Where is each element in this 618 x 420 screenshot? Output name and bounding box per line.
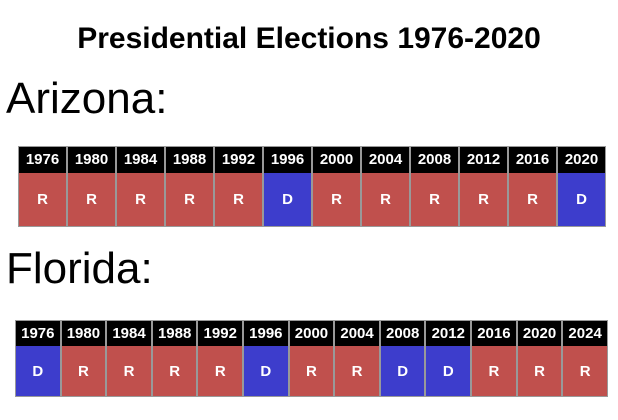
- column: 2004 R: [334, 320, 380, 397]
- state-name: Florida:: [6, 244, 153, 293]
- result-cell: R: [411, 173, 458, 226]
- year-header: 2004: [362, 147, 409, 173]
- year-header: 1984: [117, 147, 164, 173]
- year-header: 2000: [289, 321, 334, 346]
- column: 2016 R: [471, 320, 517, 397]
- year-header: 1996: [264, 147, 311, 173]
- result-cell: D: [558, 173, 605, 226]
- column: 2008 R: [410, 146, 459, 227]
- year-header: 1992: [198, 321, 243, 346]
- column: 1988 R: [151, 320, 198, 397]
- result-cell: R: [509, 173, 556, 226]
- result-cell: R: [107, 346, 151, 396]
- result-cell: R: [166, 173, 213, 226]
- year-header: 2020: [558, 147, 605, 173]
- title: Presidential Elections 1976-2020: [77, 22, 541, 55]
- column: 2024 R: [562, 320, 608, 397]
- results-table: 1976 R 1980 R 1984 R 1988 R 1992 R 1996 D 2000 R 2004 R…: [18, 146, 606, 227]
- state-name: Arizona:: [6, 74, 168, 123]
- year-header: 2004: [335, 321, 379, 346]
- column: 1980 R: [67, 146, 116, 227]
- column: 1992 R: [214, 146, 263, 227]
- result-cell: D: [244, 346, 288, 396]
- result-cell: R: [517, 346, 562, 396]
- column: 2012 R: [459, 146, 508, 227]
- result-cell: R: [460, 173, 507, 226]
- results-table: 1976 D 1980 R 1984 R 1988 R 1992 R 1996 D 2000 R 2004 R…: [15, 320, 608, 397]
- result-cell: R: [215, 173, 262, 226]
- year-header: 1976: [16, 321, 60, 346]
- column: 2012 D: [425, 320, 472, 397]
- year-header: 1984: [107, 321, 151, 346]
- year-header: 2024: [563, 321, 607, 346]
- column: 1984 R: [106, 320, 152, 397]
- column: 1976 R: [18, 146, 67, 227]
- year-header: 1996: [244, 321, 288, 346]
- result-cell: D: [264, 173, 311, 226]
- year-header: 1992: [215, 147, 262, 173]
- column: 2020 R: [516, 320, 563, 397]
- result-cell: R: [68, 173, 115, 226]
- result-cell: R: [362, 173, 409, 226]
- column: 2000 R: [312, 146, 361, 227]
- result-cell: R: [152, 346, 197, 396]
- result-cell: D: [380, 346, 425, 396]
- result-cell: R: [289, 346, 334, 396]
- column: 2000 R: [288, 320, 335, 397]
- result-cell: R: [472, 346, 516, 396]
- result-cell: R: [335, 346, 379, 396]
- result-cell: R: [198, 346, 243, 396]
- column: 1984 R: [116, 146, 165, 227]
- year-header: 1988: [166, 147, 213, 173]
- year-header: 2020: [517, 321, 562, 346]
- column: 2020 D: [557, 146, 606, 227]
- year-header: 2008: [380, 321, 425, 346]
- result-cell: R: [313, 173, 360, 226]
- column: 1992 R: [197, 320, 244, 397]
- year-header: 2012: [426, 321, 471, 346]
- year-header: 2000: [313, 147, 360, 173]
- result-cell: D: [426, 346, 471, 396]
- column: 1976 D: [15, 320, 61, 397]
- column: 1996 D: [263, 146, 312, 227]
- result-cell: D: [16, 346, 60, 396]
- column: 2016 R: [508, 146, 557, 227]
- year-header: 1980: [61, 321, 106, 346]
- year-header: 1988: [152, 321, 197, 346]
- year-header: 2008: [411, 147, 458, 173]
- result-cell: R: [117, 173, 164, 226]
- year-header: 2016: [509, 147, 556, 173]
- column: 1996 D: [243, 320, 289, 397]
- result-cell: R: [19, 173, 66, 226]
- result-cell: R: [563, 346, 607, 396]
- column: 1980 R: [60, 320, 107, 397]
- column: 1988 R: [165, 146, 214, 227]
- year-header: 1980: [68, 147, 115, 173]
- column: 2008 D: [379, 320, 426, 397]
- result-cell: R: [61, 346, 106, 396]
- year-header: 2016: [472, 321, 516, 346]
- column: 2004 R: [361, 146, 410, 227]
- year-header: 1976: [19, 147, 66, 173]
- year-header: 2012: [460, 147, 507, 173]
